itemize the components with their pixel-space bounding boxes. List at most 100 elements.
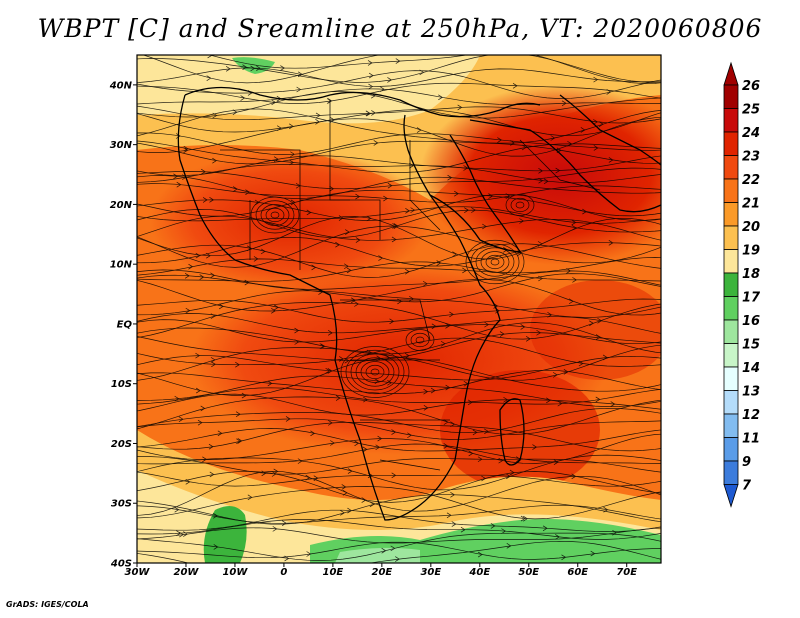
streamline <box>137 70 661 99</box>
streamline-arrow <box>590 550 596 557</box>
streamline-arrow <box>290 151 296 158</box>
streamline-arrow <box>183 147 189 153</box>
streamline-arrow <box>346 267 352 274</box>
streamline-arrow <box>481 475 487 482</box>
streamline-arrow <box>200 405 206 412</box>
streamline <box>137 225 661 268</box>
streamline <box>137 109 661 137</box>
streamline <box>137 387 661 405</box>
streamline-arrow <box>440 340 446 347</box>
streamline-arrow <box>409 295 414 302</box>
streamline-arrow <box>557 400 563 407</box>
streamline-arrow <box>366 110 371 117</box>
streamline-eddy <box>405 329 435 351</box>
colorbar-swatch <box>723 296 739 321</box>
streamline-arrow <box>391 236 397 243</box>
streamline <box>137 471 661 516</box>
streamline-arrow <box>176 181 182 188</box>
colorbar-label: 16 <box>742 314 760 329</box>
colorbar: 26 25 24 23 22 21 20 19 18 17 16 15 14 13 12 11 9 7 <box>723 61 761 508</box>
lon-tick-label: 10E <box>323 567 344 578</box>
streamline-arrow <box>537 241 543 247</box>
streamline <box>137 140 661 173</box>
streamline-eddy <box>270 211 280 219</box>
colorbar-swatch <box>723 413 739 438</box>
streamline-arrow <box>409 162 414 169</box>
streamline-arrow <box>520 324 526 330</box>
streamline <box>137 132 661 155</box>
colorbar-swatch <box>723 460 739 485</box>
lon-tick-label: 20E <box>371 567 392 578</box>
streamline-arrow <box>280 65 286 71</box>
streamline-arrow <box>327 420 333 426</box>
streamline <box>137 167 661 190</box>
colorbar-label: 20 <box>742 220 760 235</box>
streamline-arrow <box>330 117 335 123</box>
streamline-arrow <box>457 104 463 111</box>
streamline-arrow <box>285 416 291 422</box>
streamline-arrow <box>561 554 567 561</box>
streamline <box>137 82 661 104</box>
lat-tick-label: 10N <box>110 260 133 271</box>
colorbar-label: 15 <box>742 338 760 353</box>
streamline-arrow <box>242 64 248 71</box>
streamline-arrow <box>580 127 586 133</box>
streamline-arrow <box>477 551 483 558</box>
map-title: WBPT [C] and Sreamline at 250hPa, VT: 20… <box>37 14 763 43</box>
streamline-arrow <box>482 223 487 230</box>
streamline <box>137 175 661 199</box>
country-borders <box>220 100 601 471</box>
streamline-arrow <box>387 182 393 189</box>
streamline-arrow <box>503 396 509 403</box>
streamline-arrow <box>447 174 453 181</box>
streamline-arrow <box>175 133 181 139</box>
streamline <box>137 486 661 520</box>
streamline-arrow <box>593 119 598 125</box>
streamline-arrow <box>178 416 184 423</box>
streamline <box>137 194 661 221</box>
streamline-arrow <box>499 331 505 337</box>
streamline <box>137 257 661 276</box>
streamline-arrow <box>561 100 567 107</box>
streamline-eddy <box>480 251 510 273</box>
streamline-arrow <box>368 83 374 90</box>
streamline-arrow <box>206 75 212 81</box>
streamline-arrow <box>519 218 525 224</box>
lon-tick-label: 0 <box>280 567 287 578</box>
lon-tick-label: 40E <box>468 567 490 578</box>
streamline-arrow <box>218 303 224 310</box>
wbpt-field <box>137 55 661 563</box>
streamline <box>137 269 661 290</box>
lon-tick-label: 10W <box>222 567 248 578</box>
streamline-arrow <box>445 384 451 391</box>
streamline-arrow <box>174 506 180 513</box>
streamline-arrow <box>199 274 205 280</box>
streamline-arrow <box>608 240 614 246</box>
colorbar-label: 21 <box>742 197 760 212</box>
streamline-arrow <box>521 144 527 151</box>
streamline-arrow <box>367 60 373 66</box>
streamline-arrow <box>306 209 312 216</box>
colorbar-label: 25 <box>742 103 760 118</box>
colorbar-swatch <box>723 155 739 180</box>
streamline-arrow <box>536 329 542 336</box>
streamline <box>137 393 661 416</box>
streamline <box>137 418 661 440</box>
streamline-arrow <box>602 354 608 361</box>
lon-tick-label: 20W <box>173 567 199 578</box>
streamline-arrow <box>210 272 216 279</box>
colorbar-swatch <box>723 343 739 368</box>
streamline-arrow <box>305 474 311 481</box>
streamline-eddy <box>485 254 505 270</box>
streamline <box>137 105 661 124</box>
streamline-arrow <box>523 515 528 522</box>
streamline-arrow <box>361 497 367 503</box>
streamline-arrow <box>347 468 353 474</box>
streamline <box>137 189 661 217</box>
colorbar-swatch <box>723 84 739 109</box>
streamline-arrow <box>593 76 599 83</box>
streamline-arrow <box>597 317 603 324</box>
streamline-arrow <box>407 432 412 439</box>
colorbar-swatch <box>723 225 739 250</box>
